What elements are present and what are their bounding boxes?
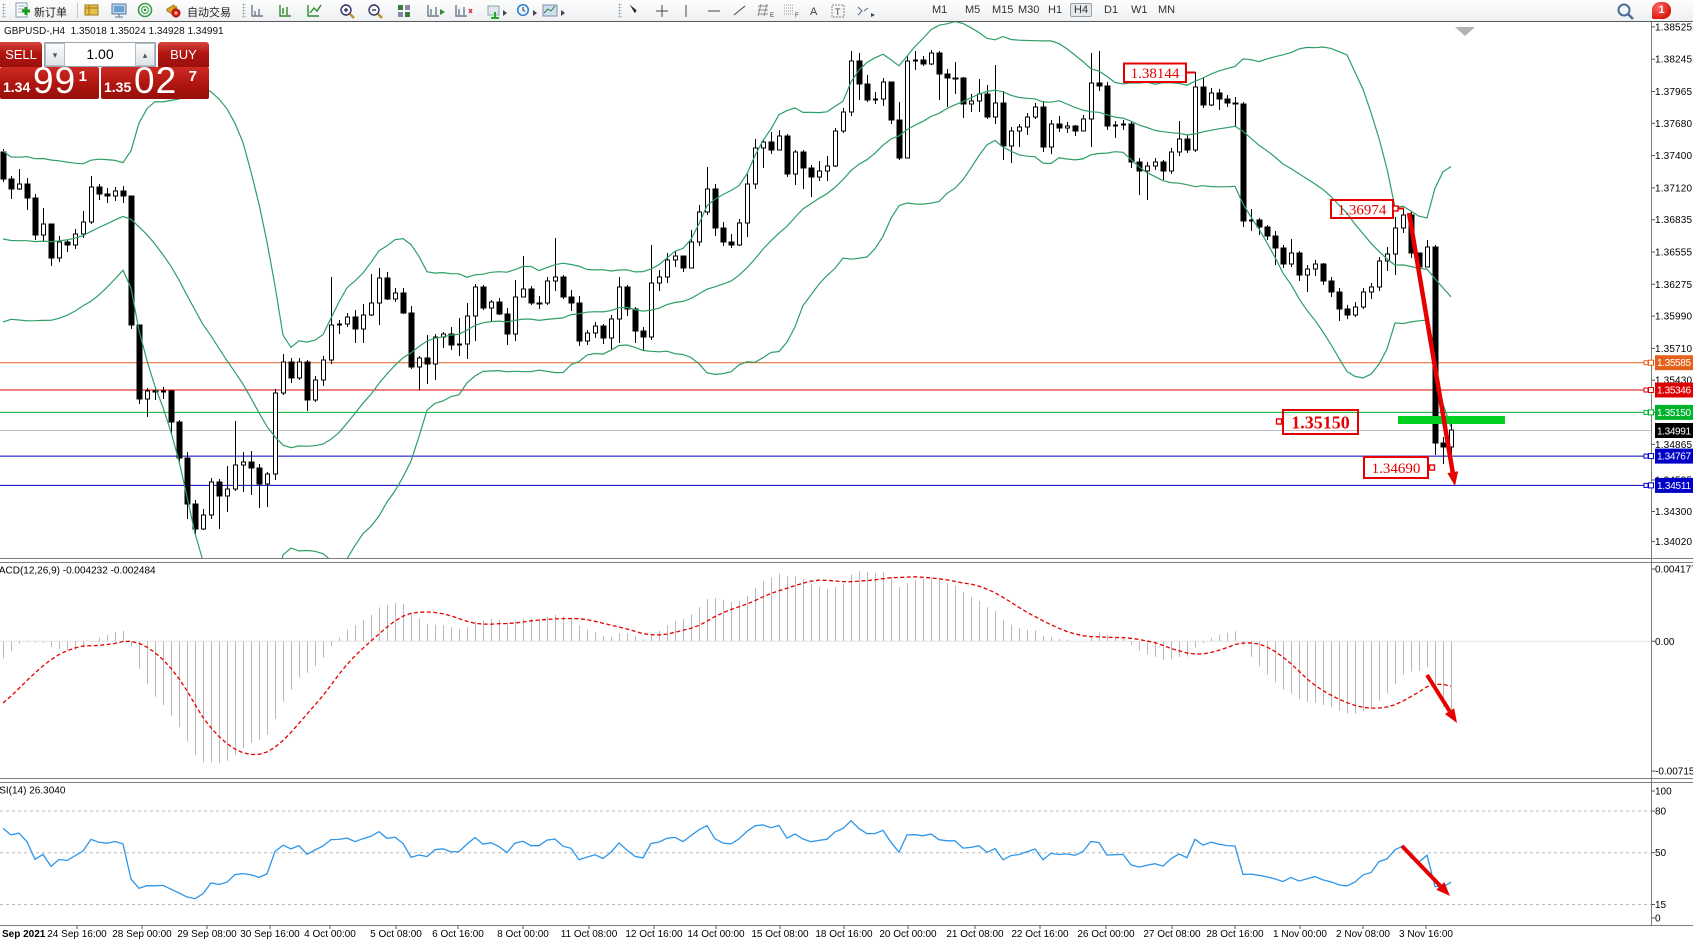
svg-text:1.37120: 1.37120 xyxy=(1655,183,1692,194)
svg-text:E: E xyxy=(770,13,774,19)
svg-text:-0.007153: -0.007153 xyxy=(1655,767,1693,778)
svg-text:22 Oct 16:00: 22 Oct 16:00 xyxy=(1011,929,1069,940)
svg-text:1.34865: 1.34865 xyxy=(1655,440,1692,451)
svg-text:28 Sep 00:00: 28 Sep 00:00 xyxy=(112,929,172,940)
svg-text:1.34690: 1.34690 xyxy=(1372,461,1421,477)
svg-text:15 Oct 08:00: 15 Oct 08:00 xyxy=(751,929,809,940)
svg-text:26 Oct 00:00: 26 Oct 00:00 xyxy=(1077,929,1135,940)
svg-text:18 Oct 16:00: 18 Oct 16:00 xyxy=(815,929,873,940)
svg-text:1.35150: 1.35150 xyxy=(1291,412,1350,432)
svg-text:F: F xyxy=(795,13,799,19)
svg-text:29 Sep 08:00: 29 Sep 08:00 xyxy=(177,929,237,940)
svg-text:1.34300: 1.34300 xyxy=(1655,507,1692,518)
svg-text:27 Oct 08:00: 27 Oct 08:00 xyxy=(1143,929,1201,940)
svg-text:1.37400: 1.37400 xyxy=(1655,151,1692,162)
svg-text:1.36974: 1.36974 xyxy=(1338,202,1387,218)
svg-text:6 Oct 16:00: 6 Oct 16:00 xyxy=(432,929,484,940)
svg-text:A: A xyxy=(810,6,818,18)
svg-text:1.34511: 1.34511 xyxy=(1657,481,1691,492)
svg-text:5 Oct 08:00: 5 Oct 08:00 xyxy=(370,929,422,940)
svg-text:1.37680: 1.37680 xyxy=(1655,119,1692,130)
svg-text:1.36555: 1.36555 xyxy=(1655,248,1692,259)
svg-text:12 Oct 16:00: 12 Oct 16:00 xyxy=(625,929,683,940)
svg-text:Sep 2021: Sep 2021 xyxy=(2,929,46,940)
svg-text:1.34991: 1.34991 xyxy=(1657,427,1691,438)
svg-text:1.38245: 1.38245 xyxy=(1655,55,1692,66)
svg-text:15: 15 xyxy=(1655,900,1667,911)
svg-text:50: 50 xyxy=(1655,848,1667,859)
svg-text:1.35430: 1.35430 xyxy=(1655,376,1692,387)
svg-text:11 Oct 08:00: 11 Oct 08:00 xyxy=(561,929,618,940)
svg-text:100: 100 xyxy=(1655,787,1672,798)
svg-text:28 Oct 16:00: 28 Oct 16:00 xyxy=(1206,929,1264,940)
svg-text:1.35150: 1.35150 xyxy=(1657,408,1691,419)
svg-text:1.34020: 1.34020 xyxy=(1655,537,1692,548)
svg-text:1.36275: 1.36275 xyxy=(1655,280,1692,291)
svg-text:2 Nov 08:00: 2 Nov 08:00 xyxy=(1336,929,1390,940)
svg-text:8 Oct 00:00: 8 Oct 00:00 xyxy=(497,929,549,940)
svg-text:21 Oct 08:00: 21 Oct 08:00 xyxy=(946,929,1004,940)
svg-text:20 Oct 00:00: 20 Oct 00:00 xyxy=(879,929,937,940)
svg-text:1.34767: 1.34767 xyxy=(1657,452,1691,463)
svg-text:1.35585: 1.35585 xyxy=(1657,358,1691,369)
svg-text:80: 80 xyxy=(1655,807,1667,818)
svg-text:1.36835: 1.36835 xyxy=(1655,215,1692,226)
svg-text:1.38525: 1.38525 xyxy=(1655,22,1692,33)
svg-text:MACD(12,26,9) -0.004232 -0.002: MACD(12,26,9) -0.004232 -0.002484 xyxy=(0,566,156,577)
svg-text:30 Sep 16:00: 30 Sep 16:00 xyxy=(240,929,300,940)
svg-text:RSI(14) 26.3040: RSI(14) 26.3040 xyxy=(0,786,66,797)
svg-text:24 Sep 16:00: 24 Sep 16:00 xyxy=(47,929,107,940)
svg-text:1.35710: 1.35710 xyxy=(1655,344,1692,355)
svg-text:14 Oct 00:00: 14 Oct 00:00 xyxy=(687,929,745,940)
svg-text:3 Nov 16:00: 3 Nov 16:00 xyxy=(1399,929,1453,940)
svg-text:0.004177: 0.004177 xyxy=(1655,565,1693,576)
svg-text:1.38144: 1.38144 xyxy=(1131,66,1180,82)
svg-text:1 Nov 00:00: 1 Nov 00:00 xyxy=(1273,929,1327,940)
svg-text:T: T xyxy=(835,7,841,17)
svg-text:0.00: 0.00 xyxy=(1655,637,1675,648)
svg-text:0: 0 xyxy=(1655,914,1661,925)
svg-text:1.37965: 1.37965 xyxy=(1655,87,1692,98)
svg-text:4 Oct 00:00: 4 Oct 00:00 xyxy=(304,929,356,940)
svg-text:1.35346: 1.35346 xyxy=(1657,386,1691,397)
svg-text:1.35990: 1.35990 xyxy=(1655,312,1692,323)
